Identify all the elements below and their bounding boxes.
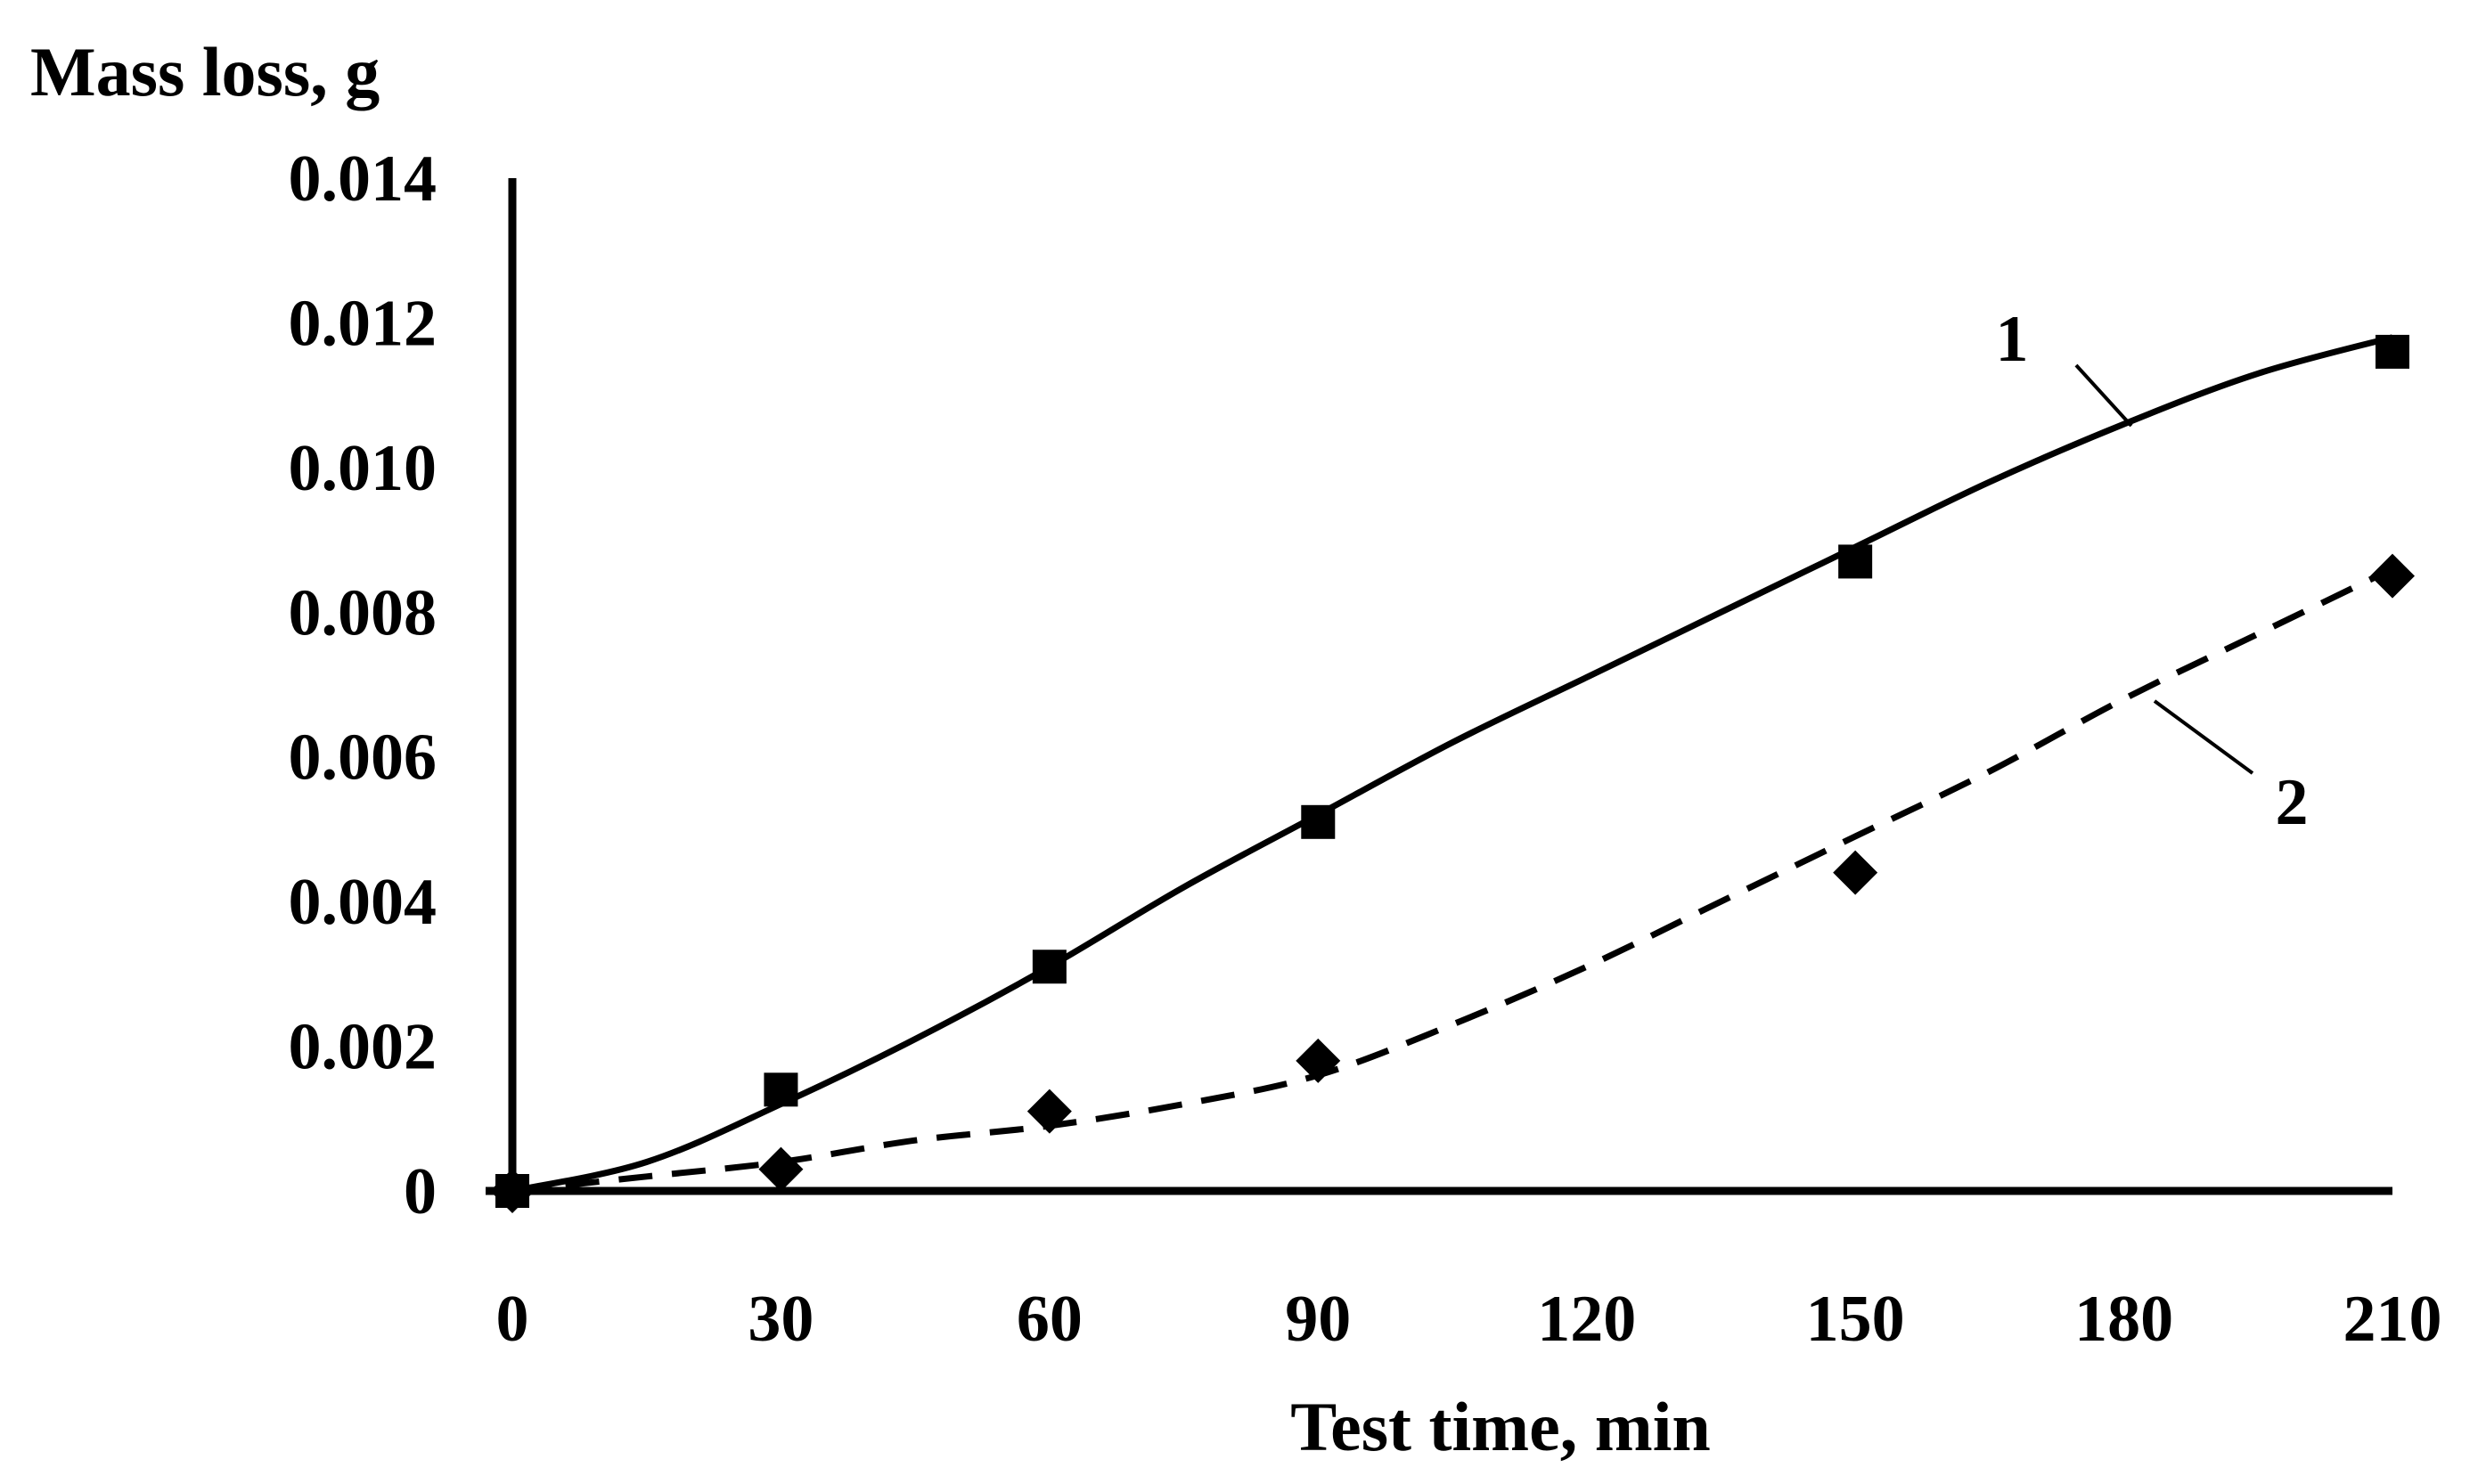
x-tick-label: 150	[1806, 1283, 1905, 1356]
y-tick-label: 0.014	[289, 143, 438, 216]
axes	[486, 178, 2392, 1195]
y-tick-label: 0.012	[289, 287, 438, 360]
y-tick-label: 0.004	[289, 866, 438, 939]
x-tick-label: 0	[496, 1283, 529, 1356]
x-tick-label: 180	[2074, 1283, 2173, 1356]
curve-label-1: 1	[1996, 303, 2029, 376]
y-axis-title: Mass loss, g	[30, 33, 380, 110]
y-tick-label: 0	[404, 1155, 437, 1228]
y-tick-label: 0.002	[289, 1011, 438, 1084]
series-1-marker	[1032, 950, 1067, 984]
tick-labels: 0 30 60 90 120 150 180 210 0 0.002 0.004 0.006 0.008…	[289, 143, 2442, 1356]
curve-label-2: 2	[2276, 766, 2309, 839]
y-tick-label: 0.008	[289, 576, 438, 649]
x-tick-label: 60	[1017, 1283, 1083, 1356]
series-2-line	[511, 566, 2394, 1195]
series-2-marker	[1026, 1089, 1072, 1134]
series-layer	[490, 334, 2415, 1213]
series-2-marker	[1296, 1038, 1341, 1083]
curve-label-leader	[2153, 699, 2254, 775]
series-1-marker	[1301, 804, 1336, 839]
x-axis-title: Test time, min	[1290, 1388, 1711, 1465]
series-2-marker	[758, 1146, 804, 1192]
y-tick-label: 0.010	[289, 432, 438, 505]
curve-labels: 12	[1996, 303, 2309, 839]
x-tick-label: 90	[1285, 1283, 1351, 1356]
series-1-line	[511, 334, 2393, 1195]
series-2-marker	[1833, 850, 1878, 895]
series-1-marker	[1838, 544, 1873, 579]
x-tick-label: 120	[1537, 1283, 1636, 1356]
x-tick-label: 210	[2343, 1283, 2442, 1356]
curve-label-leader	[2074, 363, 2133, 428]
series-1-marker	[2376, 334, 2409, 369]
series-2	[490, 553, 2415, 1213]
series-2-marker	[490, 1169, 535, 1213]
series-1-marker	[764, 1072, 798, 1107]
y-tick-label: 0.006	[289, 722, 438, 795]
series-2-marker	[2370, 553, 2415, 599]
x-tick-label: 30	[748, 1283, 814, 1356]
series-1	[495, 334, 2409, 1208]
